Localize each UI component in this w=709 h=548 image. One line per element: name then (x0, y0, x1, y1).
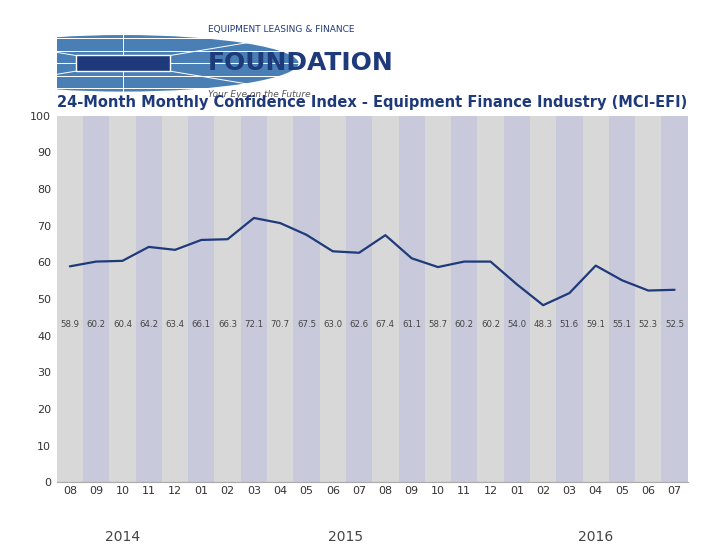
Bar (109, 116, 135, 482)
Text: 60.2: 60.2 (86, 320, 106, 329)
Text: 72.1: 72.1 (245, 320, 264, 329)
Text: EQUIPMENT LEASING & FINANCE: EQUIPMENT LEASING & FINANCE (208, 25, 354, 35)
Text: 67.4: 67.4 (376, 320, 395, 329)
Bar (320, 116, 346, 482)
Text: 48.3: 48.3 (534, 320, 553, 329)
Text: 70.7: 70.7 (271, 320, 290, 329)
Bar (503, 116, 530, 482)
Text: 55.1: 55.1 (613, 320, 632, 329)
Bar (214, 116, 241, 482)
Bar (530, 116, 557, 482)
Text: 59.1: 59.1 (586, 320, 605, 329)
Bar (346, 116, 372, 482)
Bar (267, 116, 294, 482)
Text: 66.3: 66.3 (218, 320, 238, 329)
Text: 60.4: 60.4 (113, 320, 132, 329)
Bar (135, 116, 162, 482)
Text: 64.2: 64.2 (139, 320, 158, 329)
Text: 63.4: 63.4 (165, 320, 184, 329)
Text: 2014: 2014 (105, 530, 140, 544)
Text: 52.3: 52.3 (639, 320, 658, 329)
Text: 67.5: 67.5 (297, 320, 316, 329)
Bar (583, 116, 609, 482)
Bar (372, 116, 398, 482)
Text: 52.5: 52.5 (665, 320, 684, 329)
Text: 58.9: 58.9 (60, 320, 79, 329)
Text: 66.1: 66.1 (191, 320, 211, 329)
Bar (635, 116, 661, 482)
Text: 60.2: 60.2 (454, 320, 474, 329)
Bar (294, 116, 320, 482)
Circle shape (0, 34, 300, 93)
Text: 51.6: 51.6 (560, 320, 579, 329)
Text: 54.0: 54.0 (507, 320, 526, 329)
Bar (57, 116, 83, 482)
Text: 63.0: 63.0 (323, 320, 342, 329)
Bar (557, 116, 583, 482)
Bar (241, 116, 267, 482)
Bar (76, 55, 170, 71)
Text: FOUNDATION: FOUNDATION (208, 52, 394, 75)
Text: 2016: 2016 (578, 530, 613, 544)
Title: 24-Month Monthly Confidence Index - Equipment Finance Industry (MCI-EFI): 24-Month Monthly Confidence Index - Equi… (57, 95, 687, 110)
Bar (162, 116, 188, 482)
Text: 58.7: 58.7 (428, 320, 447, 329)
Bar (451, 116, 477, 482)
Bar (188, 116, 214, 482)
Bar (83, 116, 109, 482)
Text: Your Eye on the Future: Your Eye on the Future (208, 90, 311, 99)
Bar (425, 116, 451, 482)
Text: 2015: 2015 (328, 530, 364, 544)
Bar (609, 116, 635, 482)
Text: 61.1: 61.1 (402, 320, 421, 329)
Bar (398, 116, 425, 482)
Bar (661, 116, 688, 482)
Bar (477, 116, 503, 482)
Text: 62.6: 62.6 (350, 320, 369, 329)
Text: 60.2: 60.2 (481, 320, 500, 329)
